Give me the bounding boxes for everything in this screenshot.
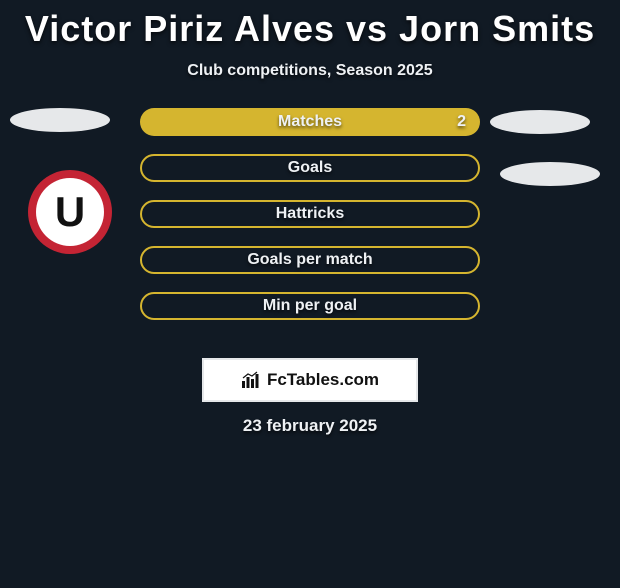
bar-chart-icon xyxy=(241,371,261,389)
chart-area: U Matches 2 Goals Hattricks Goals per ma… xyxy=(0,108,620,368)
stat-value-right: 2 xyxy=(457,108,466,136)
stat-bar-goals: Goals xyxy=(140,154,480,182)
club-logo-outer-ring: U xyxy=(28,170,112,254)
stat-bar-min-per-goal: Min per goal xyxy=(140,292,480,320)
stat-bar-goals-per-match: Goals per match xyxy=(140,246,480,274)
stat-label: Matches xyxy=(278,113,342,130)
stat-label: Goals per match xyxy=(247,251,372,268)
player-right-ellipse-2 xyxy=(500,162,600,186)
club-logo-letter: U xyxy=(36,178,104,246)
stat-label: Min per goal xyxy=(263,297,357,314)
player-left-ellipse xyxy=(10,108,110,132)
stat-bar-matches: Matches 2 xyxy=(140,108,480,136)
footer-brand-text: FcTables.com xyxy=(267,370,379,390)
player-right-ellipse-1 xyxy=(490,110,590,134)
club-logo: U xyxy=(28,170,112,254)
footer-brand-box[interactable]: FcTables.com xyxy=(202,358,418,402)
date-label: 23 february 2025 xyxy=(0,416,620,436)
stat-label: Hattricks xyxy=(276,205,344,222)
subtitle: Club competitions, Season 2025 xyxy=(0,62,620,80)
stat-label: Goals xyxy=(288,159,332,176)
page-title: Victor Piriz Alves vs Jorn Smits xyxy=(0,8,620,50)
stat-bar-hattricks: Hattricks xyxy=(140,200,480,228)
